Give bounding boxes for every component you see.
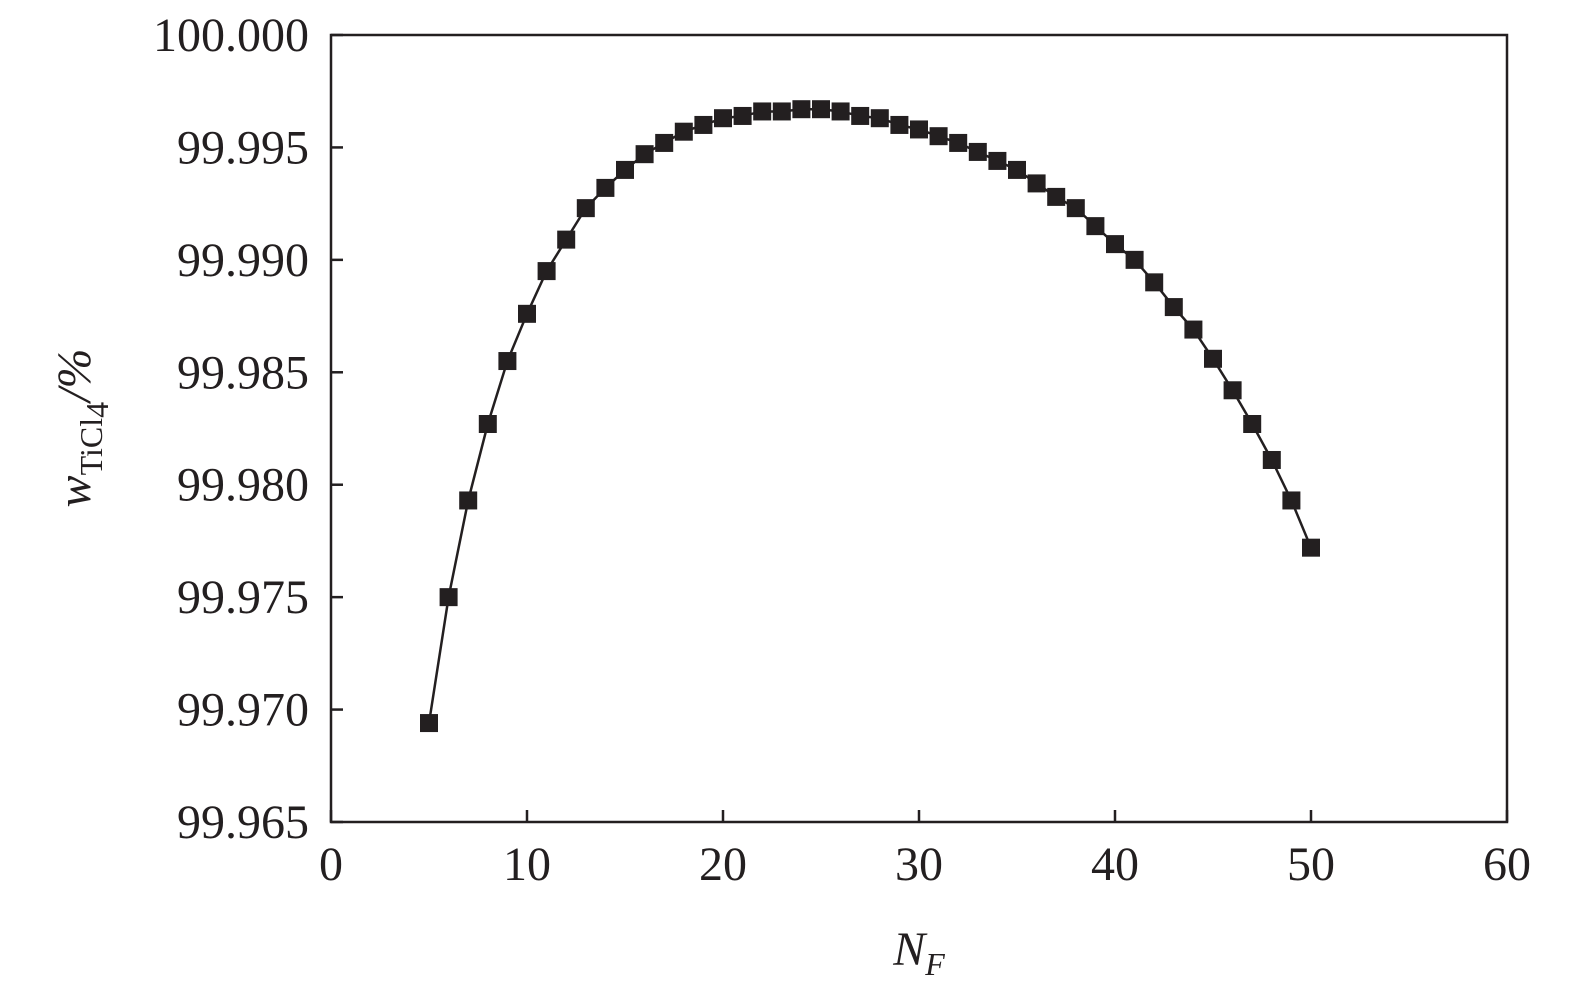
x-tick-label: 40 (1091, 838, 1139, 891)
data-point (635, 145, 654, 164)
data-point (655, 133, 674, 152)
data-point (870, 109, 889, 128)
data-point (1184, 320, 1203, 339)
data-point (439, 588, 458, 607)
x-tick-label: 0 (319, 838, 343, 891)
data-point (1066, 199, 1085, 218)
y-tick-label: 99.975 (177, 571, 309, 624)
data-point (1282, 491, 1301, 510)
y-tick-label: 99.965 (177, 796, 309, 849)
data-point (988, 151, 1007, 170)
data-point (1164, 298, 1183, 317)
x-axis-label: NF (892, 923, 945, 982)
y-axis-label-subscript: TiCl (73, 418, 109, 476)
y-axis-label-unit: /% (48, 349, 101, 405)
data-point (1262, 450, 1281, 469)
data-point (1204, 349, 1222, 368)
data-point (420, 714, 438, 733)
data-point (557, 230, 576, 249)
data-point (851, 106, 870, 125)
data-point (733, 106, 752, 125)
y-tick-label: 100.000 (153, 9, 309, 62)
data-point (459, 491, 478, 510)
data-point (714, 109, 732, 128)
y-tick-label: 99.985 (177, 346, 309, 399)
x-tick-label: 30 (895, 838, 943, 891)
data-point (1106, 235, 1124, 254)
data-point (537, 262, 556, 281)
data-point (478, 415, 497, 434)
data-point (910, 120, 928, 139)
plot-frame (329, 33, 1509, 824)
data-point (498, 352, 517, 371)
data-point (812, 100, 830, 119)
data-point (1145, 273, 1164, 292)
data-point (1086, 217, 1105, 236)
y-tick-label: 99.995 (177, 121, 309, 174)
data-point (596, 178, 615, 197)
data-point (1047, 187, 1066, 206)
series-line (427, 107, 1313, 724)
y-tick-label: 99.990 (177, 234, 309, 287)
x-tick-label: 50 (1287, 838, 1335, 891)
x-tick-label: 20 (699, 838, 747, 891)
data-point (1125, 250, 1144, 269)
y-axis-label: wTiCl4/% (48, 349, 115, 508)
data-point (674, 122, 693, 141)
x-tick-label: 10 (503, 838, 551, 891)
data-point (1008, 160, 1026, 179)
data-point (1243, 415, 1262, 434)
data-point (518, 304, 536, 323)
data-point (1027, 174, 1046, 193)
data-point (694, 115, 713, 134)
y-tick-label: 99.970 (177, 684, 309, 737)
data-point (929, 127, 948, 146)
data-point (753, 102, 772, 121)
data-point (968, 142, 987, 161)
data-point (949, 133, 968, 152)
x-axis-label-subscript: F (924, 946, 945, 982)
data-point (1223, 381, 1242, 400)
data-point (890, 115, 909, 134)
data-point (616, 160, 634, 179)
data-point (792, 100, 811, 119)
data-point (772, 102, 791, 121)
y-tick-label: 99.980 (177, 459, 309, 512)
x-axis-label-symbol: N (892, 923, 928, 976)
data-point (831, 102, 850, 121)
data-point (1302, 538, 1320, 557)
x-tick-label: 60 (1483, 838, 1531, 891)
data-point (576, 199, 595, 218)
y-axis-label-symbol: w (48, 475, 101, 507)
y-axis-label-subsubscript: 4 (79, 402, 115, 418)
